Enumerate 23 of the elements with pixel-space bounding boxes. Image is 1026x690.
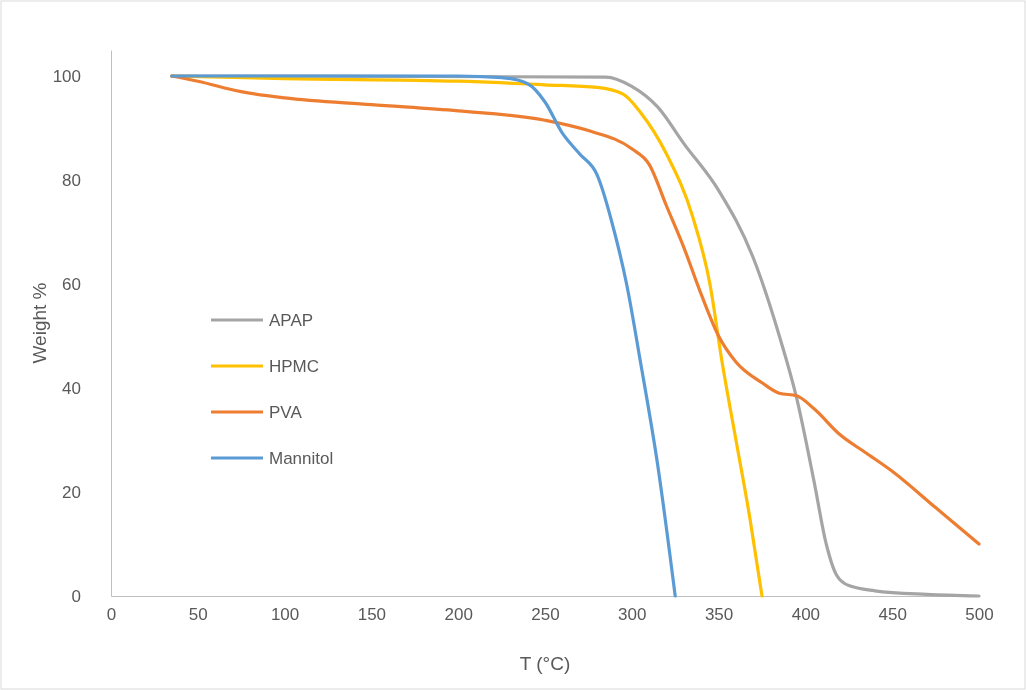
y-tick-label: 40 [62,378,81,398]
x-axis-title: T (°C) [519,653,571,674]
legend-label: Mannitol [269,449,334,468]
x-tick-label: 450 [878,605,907,625]
y-tick-label: 100 [52,66,81,86]
y-tick-label: 0 [71,586,81,606]
legend-label: APAP [269,311,314,330]
x-tick-label: 250 [531,605,560,625]
x-tick-label: 300 [618,605,647,625]
legend-label: HPMC [269,357,320,376]
x-tick-label: 100 [270,605,300,625]
x-tick-label: 350 [704,605,734,625]
y-axis-title: Weight % [29,282,50,364]
legend-label: PVA [269,403,303,422]
y-tick-label: 80 [62,170,81,190]
x-tick-label: 0 [106,605,117,625]
x-tick-label: 150 [357,605,387,625]
y-tick-label: 60 [62,274,81,294]
x-tick-label: 400 [791,605,821,625]
x-tick-label: 200 [444,605,473,625]
x-tick-label: 500 [965,605,994,625]
x-tick-label: 50 [188,605,208,625]
y-tick-label: 20 [62,482,81,502]
